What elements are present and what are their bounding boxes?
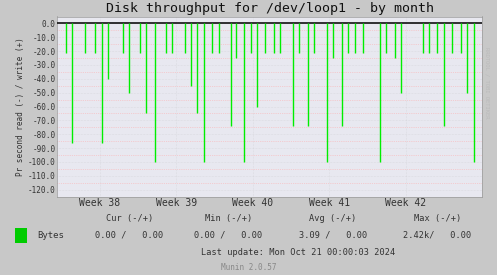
Text: 0.00 /   0.00: 0.00 / 0.00 [194,231,263,240]
Text: Bytes: Bytes [37,231,64,240]
Text: Last update: Mon Oct 21 00:00:03 2024: Last update: Mon Oct 21 00:00:03 2024 [201,248,395,257]
Title: Disk throughput for /dev/loop1 - by month: Disk throughput for /dev/loop1 - by mont… [106,2,433,15]
Text: Max (-/+): Max (-/+) [414,214,461,223]
Text: Min (-/+): Min (-/+) [205,214,252,223]
Text: Munin 2.0.57: Munin 2.0.57 [221,263,276,272]
Y-axis label: Pr second read (-) / write (+): Pr second read (-) / write (+) [16,37,25,176]
Text: 3.09 /   0.00: 3.09 / 0.00 [299,231,367,240]
Text: 0.00 /   0.00: 0.00 / 0.00 [95,231,164,240]
Text: Avg (-/+): Avg (-/+) [309,214,357,223]
Text: 2.42k/   0.00: 2.42k/ 0.00 [403,231,472,240]
Text: RRDTOOL / TOBI OETIKER: RRDTOOL / TOBI OETIKER [485,47,490,118]
Text: Cur (-/+): Cur (-/+) [105,214,153,223]
